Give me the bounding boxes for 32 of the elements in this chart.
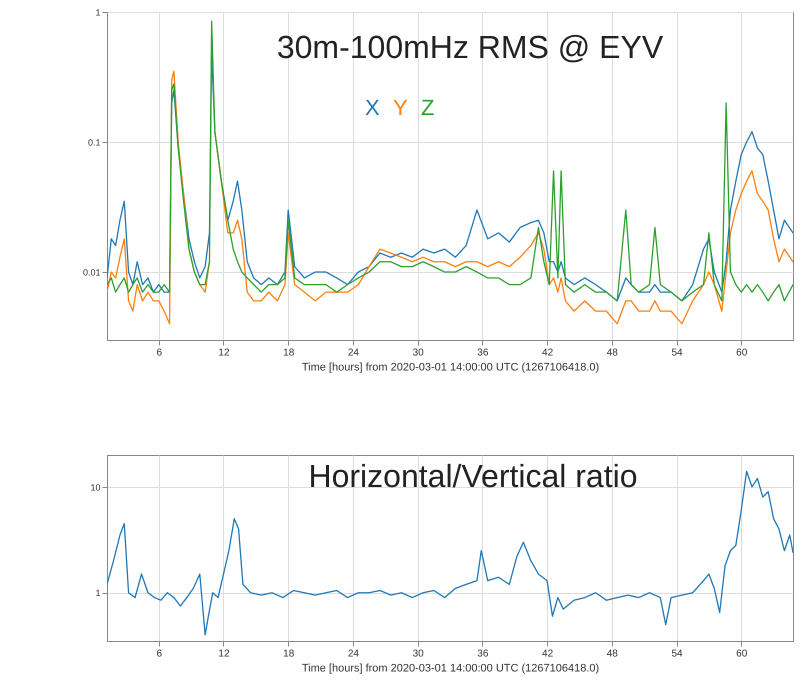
x-tick-label: 42 — [542, 348, 554, 358]
x-tick-label: 48 — [606, 348, 618, 358]
x-tick-label: 30 — [412, 348, 424, 358]
text: X — [365, 95, 380, 120]
x-tick-label: 24 — [348, 348, 360, 358]
x-axis-title: Time [hours] from 2020-03-01 14:00:00 UTC (1267106418.0) — [302, 662, 600, 674]
x-tick-label: 60 — [736, 648, 748, 660]
chart-title: Horizontal/Vertical ratio — [308, 458, 638, 494]
y-tick-label: 0.01 — [82, 268, 100, 278]
x-tick-label: 60 — [736, 348, 748, 358]
x-tick-label: 12 — [218, 348, 230, 358]
x-tick-label: 48 — [606, 648, 618, 660]
text: Z — [421, 95, 434, 120]
x-tick-label: 54 — [671, 648, 684, 660]
x-tick-label: 18 — [283, 648, 295, 660]
y-tick-label: 10 — [90, 482, 100, 492]
x-tick-label: 54 — [671, 348, 684, 358]
x-tick-label: 36 — [477, 648, 489, 660]
text: 30m-100mHz RMS @ EYV — [276, 29, 664, 65]
x-tick-label: 24 — [348, 648, 360, 660]
x-tick-label: 6 — [156, 648, 162, 660]
x-tick-label: 36 — [477, 348, 489, 358]
text: Y — [393, 95, 408, 120]
x-tick-label: 6 — [156, 348, 162, 358]
x-tick-label: 18 — [283, 348, 295, 358]
x-axis-title: Time [hours] from 2020-03-01 14:00:00 UTC (1267106418.0) — [302, 362, 600, 374]
x-tick-label: 12 — [218, 648, 230, 660]
y-tick-label: 1 — [95, 588, 100, 598]
y-tick-label: 0.1 — [88, 138, 100, 148]
x-tick-label: 30 — [412, 648, 424, 660]
x-tick-label: 42 — [542, 648, 554, 660]
y-tick-label: 1 — [95, 8, 100, 18]
